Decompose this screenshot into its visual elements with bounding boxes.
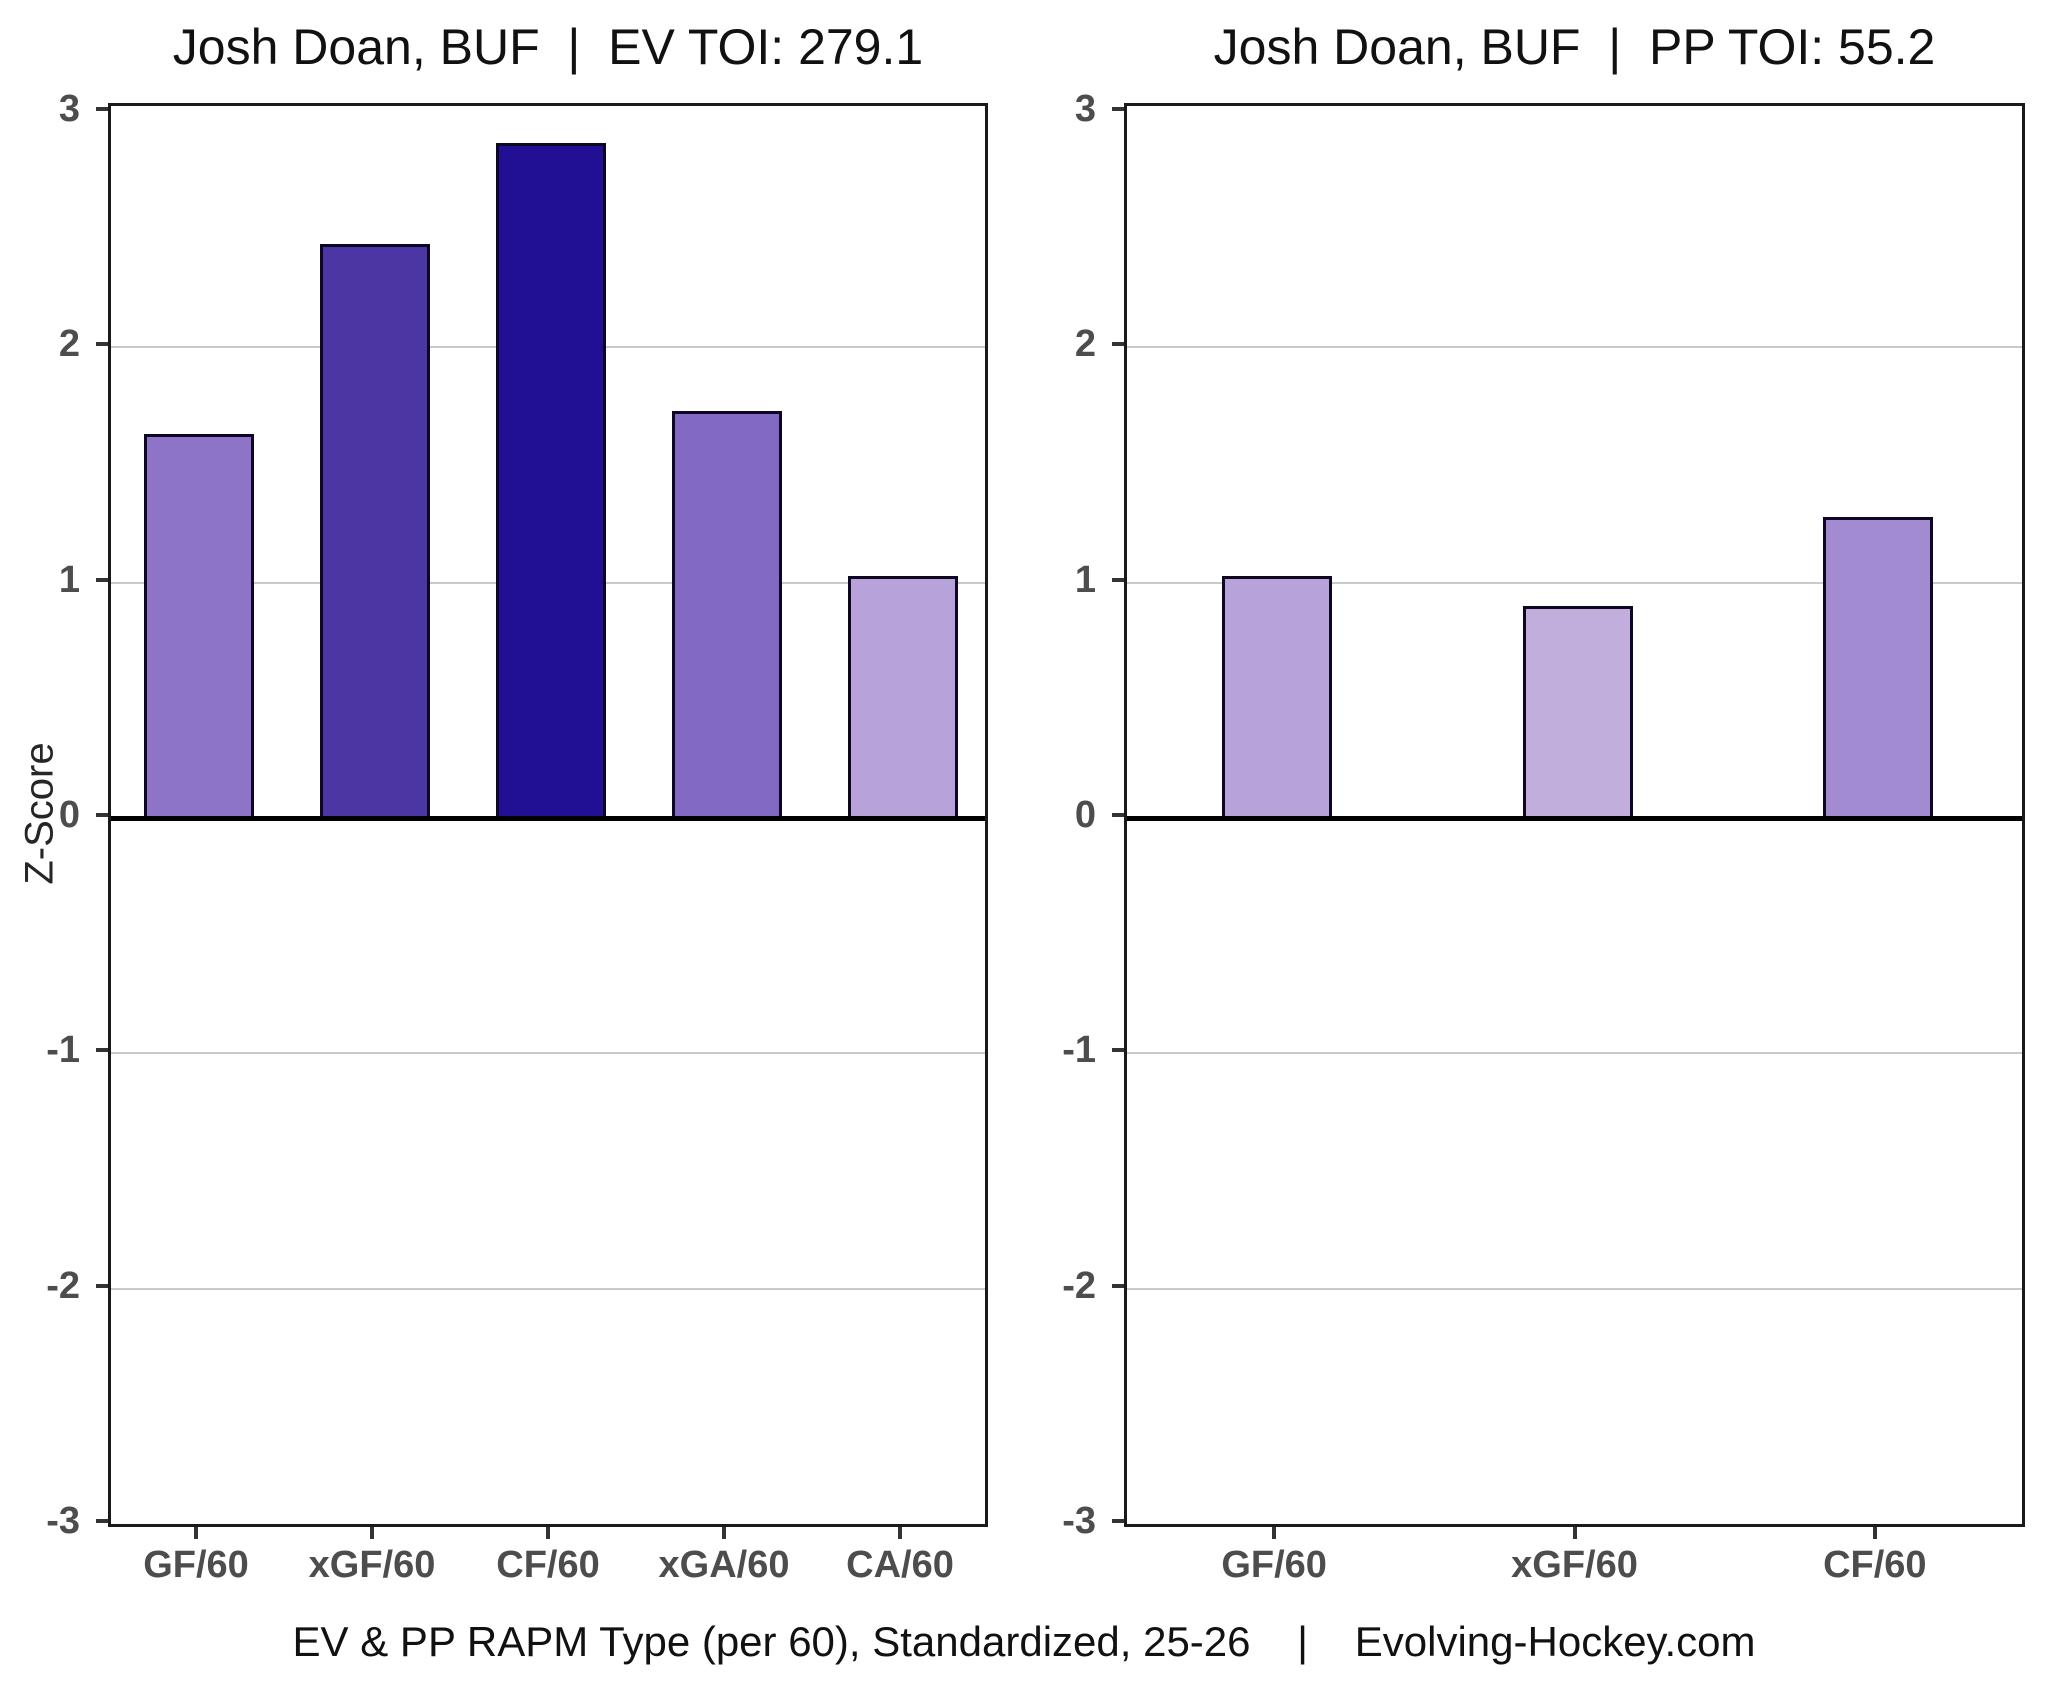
y-tick-label: 2 <box>1074 323 1096 366</box>
y-tick-mark <box>96 1048 108 1053</box>
x-tick-mark <box>546 1527 550 1539</box>
y-tick-label: 3 <box>1074 88 1096 130</box>
x-tick-mark <box>1272 1527 1277 1539</box>
panel-title: Josh Doan, BUF | EV TOI: 279.1 <box>172 19 924 75</box>
y-tick-mark <box>96 1519 108 1523</box>
y-tick-label: -3 <box>46 1500 80 1542</box>
gridline-y2 <box>1127 346 2022 349</box>
plot-area <box>1124 103 2025 1527</box>
y-tick-label: -1 <box>46 1029 80 1072</box>
y-tick-label: 1 <box>1074 558 1096 601</box>
y-axis-title: Z-Score <box>17 742 62 885</box>
bar-gf-60 <box>144 434 254 818</box>
gridline-y-2 <box>111 1287 985 1290</box>
panel-title: Josh Doan, BUF | PP TOI: 55.2 <box>1213 19 1936 75</box>
x-tick-mark <box>194 1527 198 1539</box>
y-tick-label: -3 <box>1062 1500 1096 1542</box>
x-tick-mark <box>1872 1527 1877 1539</box>
zero-line <box>1127 816 2022 821</box>
y-tick-label: 1 <box>58 558 80 601</box>
bar-gf-60 <box>1222 575 1333 818</box>
x-tick-mark <box>722 1527 726 1539</box>
y-tick-mark <box>1112 1048 1124 1053</box>
x-tick-mark <box>370 1527 374 1539</box>
x-tick-label-cf-60: CF/60 <box>496 1544 600 1586</box>
gridline-y-1 <box>111 1052 985 1055</box>
y-tick-mark <box>1112 577 1124 582</box>
x-tick-label-xgf-60: xGF/60 <box>1511 1544 1638 1586</box>
gridline-y-1 <box>1127 1052 2022 1055</box>
y-tick-mark <box>96 577 108 582</box>
y-tick-label: -1 <box>1062 1029 1096 1072</box>
bar-cf-60 <box>1822 516 1933 818</box>
y-tick-label: 0 <box>58 794 80 836</box>
bar-ca-60 <box>848 575 958 818</box>
y-tick-label: 0 <box>1074 794 1096 836</box>
y-tick-label: -2 <box>46 1264 80 1307</box>
y-tick-mark <box>1112 813 1124 817</box>
y-tick-mark <box>1112 1283 1124 1288</box>
y-tick-mark <box>96 342 108 347</box>
y-tick-label: 2 <box>58 323 80 366</box>
y-tick-mark <box>1112 1519 1124 1523</box>
y-tick-mark <box>96 1283 108 1288</box>
y-tick-mark <box>96 813 108 817</box>
y-tick-mark <box>1112 107 1124 111</box>
gridline-y-2 <box>1127 1287 2022 1290</box>
gridline-y1 <box>1127 581 2022 584</box>
plot-area <box>108 103 988 1527</box>
x-tick-label-gf-60: GF/60 <box>1221 1544 1327 1586</box>
y-tick-mark <box>96 107 108 111</box>
x-tick-label-xga-60: xGA/60 <box>658 1544 790 1586</box>
zero-line <box>111 816 985 821</box>
bar-cf-60 <box>496 142 606 818</box>
x-tick-mark <box>1572 1527 1577 1539</box>
x-tick-label-ca-60: CA/60 <box>846 1544 954 1586</box>
bar-xgf-60 <box>1522 606 1633 818</box>
x-tick-label-xgf-60: xGF/60 <box>308 1544 436 1586</box>
y-tick-label: -2 <box>1062 1264 1096 1307</box>
x-tick-label-gf-60: GF/60 <box>143 1544 249 1586</box>
bar-xga-60 <box>672 410 782 818</box>
y-tick-mark <box>1112 342 1124 347</box>
y-tick-label: 3 <box>58 88 80 130</box>
footer-caption: EV & PP RAPM Type (per 60), Standardized… <box>292 1618 1756 1665</box>
x-tick-mark <box>898 1527 902 1539</box>
x-tick-label-cf-60: CF/60 <box>1823 1544 1927 1586</box>
bar-xgf-60 <box>320 243 430 818</box>
